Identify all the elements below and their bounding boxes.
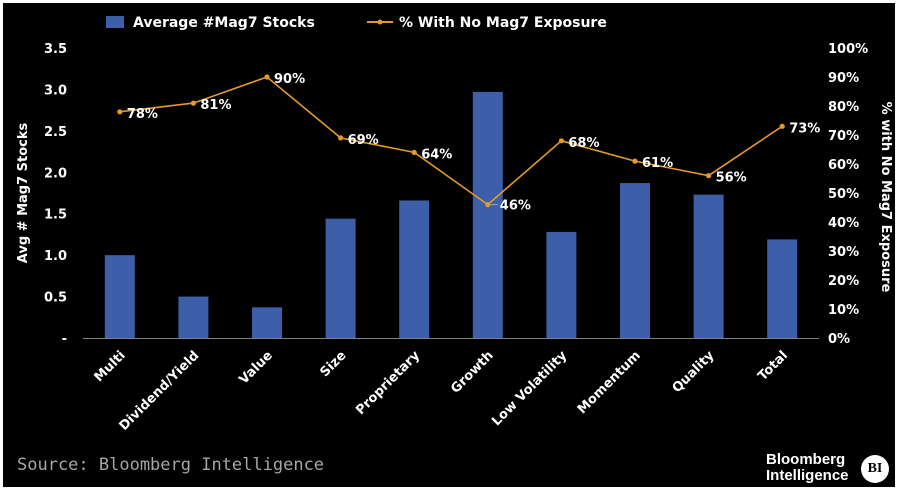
y-tick-label-right: 50%: [828, 187, 859, 202]
line-point: [558, 138, 565, 144]
y-tick-label-right: 80%: [828, 100, 859, 115]
y-tick-label-left: 3.5: [44, 42, 67, 57]
y-tick-label-left: 2.5: [44, 125, 67, 140]
y-tick-label-right: 10%: [828, 303, 859, 318]
y-tick-label-left: 1.5: [44, 208, 67, 223]
bar: [104, 255, 135, 338]
line-point: [485, 202, 491, 208]
data-label: 81%: [200, 98, 231, 113]
legend-bar-swatch: [106, 16, 124, 28]
data-label: 73%: [789, 121, 820, 136]
brand-line-2: Intelligence: [766, 467, 849, 484]
bloomberg-intelligence-logo: Bloomberg Intelligence: [766, 452, 849, 484]
x-tick-label: Multi: [92, 348, 129, 385]
y-tick-label-left: -: [62, 332, 67, 347]
data-label: 56%: [716, 171, 747, 186]
x-tick-label: Quality: [670, 348, 718, 396]
y-tick-label-right: 70%: [828, 129, 859, 144]
y-tick-label-left: 3.0: [44, 83, 67, 98]
legend-bar-label: Average #Mag7 Stocks: [133, 15, 315, 31]
line-point: [264, 74, 270, 80]
x-tick-label: Momentum: [575, 348, 644, 417]
x-tick-label: Growth: [448, 348, 496, 396]
y-tick-label-right: 20%: [828, 274, 859, 289]
y-tick-label-right: 90%: [828, 71, 859, 86]
line-point: [338, 135, 344, 141]
x-tick-label: Value: [236, 348, 275, 387]
bar: [693, 194, 724, 338]
data-label: 61%: [642, 156, 673, 171]
bar: [399, 200, 430, 338]
y-tick-label-left: 2.0: [44, 166, 67, 181]
y-tick-label-right: 60%: [828, 158, 859, 173]
line-point: [190, 100, 196, 106]
bar: [178, 296, 209, 338]
y-tick-label-right: 30%: [828, 245, 859, 260]
legend-line-marker: [377, 19, 383, 25]
bar: [620, 183, 650, 338]
series-line: [119, 76, 783, 206]
data-label: 68%: [568, 136, 599, 151]
line-point: [411, 149, 417, 155]
x-tick-label: Size: [317, 348, 349, 380]
y-tick-label-left: 0.5: [44, 291, 67, 306]
line-point: [779, 123, 785, 129]
line-point: [632, 158, 638, 164]
x-tick-label: Low Volatility: [489, 348, 570, 429]
data-label: 90%: [274, 72, 305, 87]
y-tick-label-right: 40%: [828, 216, 859, 231]
data-label: 69%: [348, 133, 379, 148]
y-tick-label-right: 100%: [828, 42, 868, 57]
line-point: [117, 109, 123, 115]
line-point: [706, 173, 712, 179]
bar: [472, 91, 503, 339]
y-axis-title-right: % with No Mag7 Exposure: [878, 102, 893, 293]
bar: [767, 239, 798, 338]
data-label: 64%: [421, 147, 452, 162]
chart: Average #Mag7 Stocks % With No Mag7 Expos…: [16, 15, 893, 434]
y-tick-label-right: 0%: [828, 332, 850, 347]
bar: [546, 231, 577, 338]
bar: [325, 218, 356, 338]
x-tick-label: Proprietary: [353, 348, 423, 418]
x-tick-label: Total: [755, 348, 791, 384]
y-tick-label-left: 1.0: [44, 249, 67, 264]
source-note: Source: Bloomberg Intelligence: [17, 455, 325, 475]
bar: [252, 307, 282, 338]
data-label: 78%: [127, 107, 158, 122]
data-label: 46%: [500, 199, 531, 214]
legend-line-label: % With No Mag7 Exposure: [399, 15, 607, 31]
chart-frame: Average #Mag7 Stocks % With No Mag7 Expos…: [3, 3, 895, 487]
y-axis-title-left: Avg # Mag7 Stocks: [16, 122, 31, 263]
brand-line-1: Bloomberg: [766, 451, 846, 468]
x-tick-label: Dividend/Yield: [117, 348, 203, 434]
bi-badge-icon: BI: [861, 455, 889, 483]
